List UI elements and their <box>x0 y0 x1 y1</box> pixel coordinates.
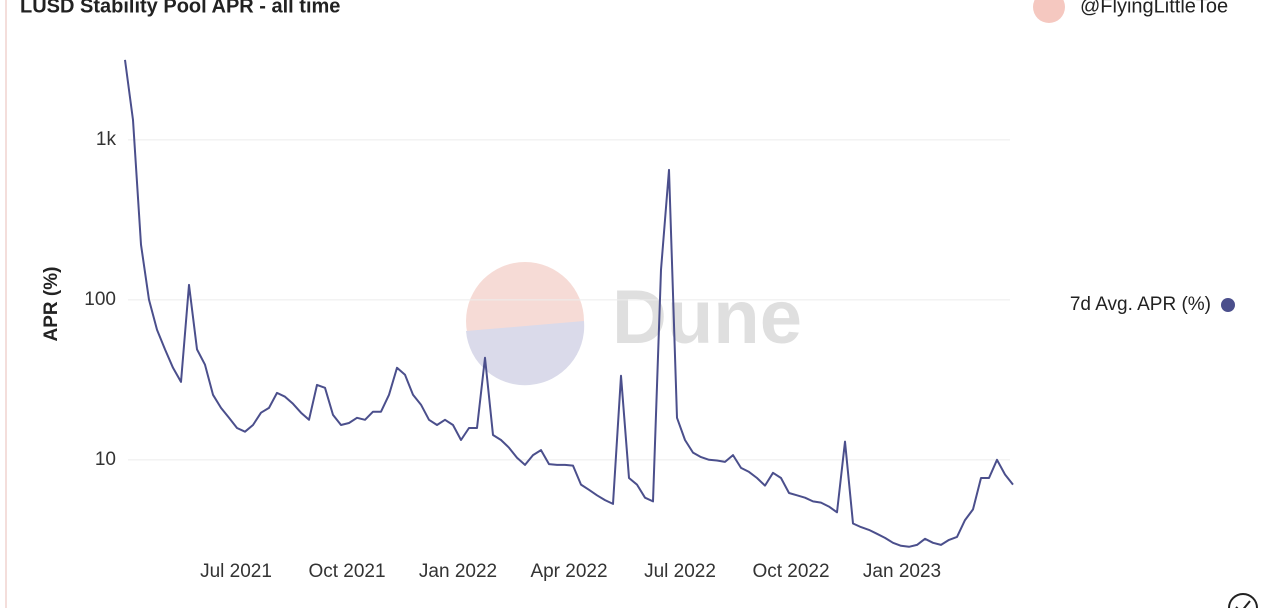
watermark-text: Dune <box>612 275 802 360</box>
x-tick-label: Oct 2021 <box>308 561 385 582</box>
x-tick-label: Apr 2022 <box>530 561 607 582</box>
x-tick-label: Oct 2022 <box>752 561 829 582</box>
x-tick-label: Jul 2022 <box>644 561 716 582</box>
y-tick-label: 1k <box>96 129 117 150</box>
check-icon <box>1228 593 1258 608</box>
author: @FlyingLittleToe <box>1080 0 1228 17</box>
chart-title: LUSD Stability Pool APR - all time <box>20 0 340 17</box>
y-axis-label: APR (%) <box>41 267 62 342</box>
x-tick-label: Jan 2022 <box>419 561 497 582</box>
y-tick-label: 10 <box>95 449 116 470</box>
legend-label: 7d Avg. APR (%) <box>1070 294 1211 315</box>
watermark-logo-lower <box>466 321 585 386</box>
x-tick-label: Jan 2023 <box>863 561 941 582</box>
watermark: Dune <box>466 262 802 386</box>
card-frame <box>5 0 1280 608</box>
y-tick-label: 100 <box>84 289 116 310</box>
legend-swatch <box>1221 298 1235 312</box>
x-tick-label: Jul 2021 <box>200 561 272 582</box>
author-avatar <box>1033 0 1065 23</box>
data-line <box>124 59 1014 548</box>
